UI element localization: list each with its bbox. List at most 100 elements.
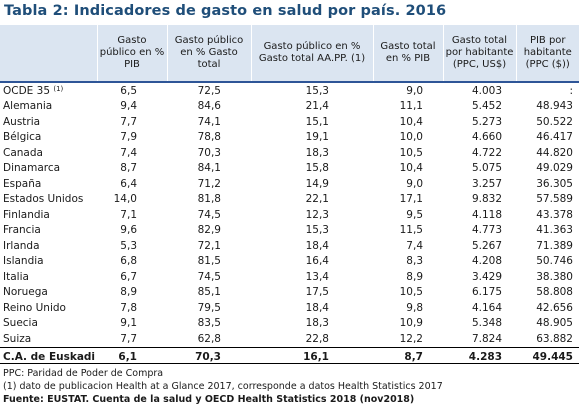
cell-total-gdp: 9,0	[406, 177, 423, 190]
cell-public-gov: 19,1	[305, 131, 329, 144]
cell-total-gdp: 9,8	[406, 301, 423, 314]
cell-total-gdp: 10,5	[399, 146, 423, 159]
table-row: Finlandia 7,1 74,5 12,3 9,5 4.118 43.378	[0, 207, 579, 223]
row-label: Noruega	[3, 286, 48, 299]
cell-public-total: 72,5	[167, 81, 251, 99]
cell-total-gdp: 11,1	[399, 100, 423, 113]
table-row: Italia 6,7 74,5 13,4 8,9 3.429 38.380	[0, 269, 579, 285]
cell-total-per-capita: 5.075	[471, 162, 502, 175]
cell-public-gov: 15,3	[251, 81, 373, 99]
cell-public-total: 74,5	[197, 270, 221, 283]
header-total-gdp: Gasto total en % PIB	[372, 25, 443, 82]
cell-public-gov: 14,9	[305, 177, 329, 190]
row-label: C.A. de Euskadi	[0, 346, 97, 366]
cell-public-gdp: 5,3	[120, 239, 137, 252]
table-row: Noruega 8,9 85,1 17,5 10,5 6.175 58.808	[0, 285, 579, 301]
cell-public-gov: 18,4	[305, 239, 329, 252]
cell-public-gov: 18,4	[305, 301, 329, 314]
cell-public-gdp: 8,9	[120, 286, 137, 299]
note-mark: (1)	[53, 84, 64, 93]
header-gdp-per-capita: PIB por habitante (PPC ($))	[515, 25, 579, 82]
table-row: Austria 7,7 74,1 15,1 10,4 5.273 50.522	[0, 114, 579, 130]
header-country	[0, 25, 97, 82]
row-label: Estados Unidos	[3, 193, 84, 206]
cell-total-gdp: 7,4	[406, 239, 423, 252]
table-row-euskadi: C.A. de Euskadi 6,1 70,3 16,1 8,7 4.283 …	[0, 346, 579, 366]
cell-total-gdp: 12,2	[399, 332, 423, 345]
cell-gdp-per-capita: 71.389	[536, 239, 573, 252]
cell-total-gdp: 17,1	[399, 193, 423, 206]
cell-total-per-capita: 4.208	[471, 255, 502, 268]
oecd-label: OCDE 35	[3, 84, 51, 97]
cell-total-gdp: 8,9	[406, 270, 423, 283]
row-label: Suiza	[3, 332, 32, 345]
row-label: Austria	[3, 115, 41, 128]
row-label: España	[3, 177, 42, 190]
row-label: Bélgica	[3, 131, 42, 144]
table-row: Reino Unido 7,8 79,5 18,4 9,8 4.164 42.656	[0, 300, 579, 316]
table-notes: PPC: Paridad de Poder de Compra (1) dato…	[3, 367, 443, 406]
table-row: Dinamarca 8,7 84,1 15,8 10,4 5.075 49.029	[0, 161, 579, 177]
cell-gdp-per-capita: 49.445	[516, 346, 579, 366]
cell-total-gdp: 8,3	[406, 255, 423, 268]
table-row: Islandia 6,8 81,5 16,4 8,3 4.208 50.746	[0, 254, 579, 270]
cell-gdp-per-capita: :	[516, 81, 579, 99]
row-label: Alemania	[3, 100, 53, 113]
cell-public-total: 74,1	[197, 115, 221, 128]
cell-gdp-per-capita: 50.522	[536, 115, 573, 128]
cell-total-per-capita: 3.429	[471, 270, 502, 283]
cell-public-total: 71,2	[197, 177, 221, 190]
cell-public-total: 62,8	[197, 332, 221, 345]
cell-total-gdp: 10,5	[399, 286, 423, 299]
header-public-gov: Gasto público en % Gasto total AA.PP. (1…	[250, 25, 373, 82]
cell-public-total: 81,8	[197, 193, 221, 206]
table-row: España 6,4 71,2 14,9 9,0 3.257 36.305	[0, 176, 579, 192]
cell-total-gdp: 9,5	[406, 208, 423, 221]
cell-public-total: 84,6	[197, 100, 221, 113]
cell-public-gov: 13,4	[305, 270, 329, 283]
cell-gdp-per-capita: 36.305	[536, 177, 573, 190]
table-row: Bélgica 7,9 78,8 19,1 10,0 4.660 46.417	[0, 130, 579, 146]
cell-public-gdp: 6,4	[120, 177, 137, 190]
cell-total-gdp: 10,9	[399, 317, 423, 330]
cell-public-gdp: 9,1	[120, 317, 137, 330]
cell-public-gov: 15,3	[305, 224, 329, 237]
cell-public-gdp: 7,1	[120, 208, 137, 221]
cell-public-gov: 18,3	[305, 146, 329, 159]
note-1: (1) dato de publicacion Health at a Glan…	[3, 381, 443, 392]
header-public-gdp: Gasto público en % PIB	[96, 25, 167, 82]
cell-total-per-capita: 5.267	[471, 239, 502, 252]
cell-gdp-per-capita: 41.363	[536, 224, 573, 237]
cell-total-per-capita: 3.257	[471, 177, 502, 190]
table-row: Suiza 7,7 62,8 22,8 12,2 7.824 63.882	[0, 331, 579, 347]
row-label: Italia	[3, 270, 29, 283]
cell-total-per-capita: 4.283	[443, 346, 516, 366]
table-title: Tabla 2: Indicadores de gasto en salud p…	[4, 3, 447, 19]
cell-total-per-capita: 4.660	[471, 131, 502, 144]
cell-total-per-capita: 5.348	[471, 317, 502, 330]
cell-total-per-capita: 9.832	[471, 193, 502, 206]
cell-public-gov: 16,4	[305, 255, 329, 268]
cell-public-gov: 22,8	[305, 332, 329, 345]
row-label: Finlandia	[3, 208, 50, 221]
row-label: OCDE 35 (1)	[0, 81, 97, 99]
cell-public-gdp: 6,7	[120, 270, 137, 283]
cell-gdp-per-capita: 38.380	[536, 270, 573, 283]
cell-public-total: 84,1	[197, 162, 221, 175]
cell-public-gov: 15,1	[305, 115, 329, 128]
cell-gdp-per-capita: 49.029	[536, 162, 573, 175]
cell-total-per-capita: 5.273	[471, 115, 502, 128]
cell-public-gov: 17,5	[305, 286, 329, 299]
cell-public-gdp: 9,6	[120, 224, 137, 237]
cell-gdp-per-capita: 57.589	[536, 193, 573, 206]
cell-public-gov: 16,1	[251, 346, 373, 366]
cell-public-gov: 15,8	[305, 162, 329, 175]
cell-public-total: 70,3	[167, 346, 251, 366]
table-row: Suecia 9,1 83,5 18,3 10,9 5.348 48.905	[0, 316, 579, 332]
cell-total-per-capita: 4.722	[471, 146, 502, 159]
cell-gdp-per-capita: 43.378	[536, 208, 573, 221]
cell-gdp-per-capita: 46.417	[536, 131, 573, 144]
row-label: Reino Unido	[3, 301, 66, 314]
table-row: Francia 9,6 82,9 15,3 11,5 4.773 41.363	[0, 223, 579, 239]
